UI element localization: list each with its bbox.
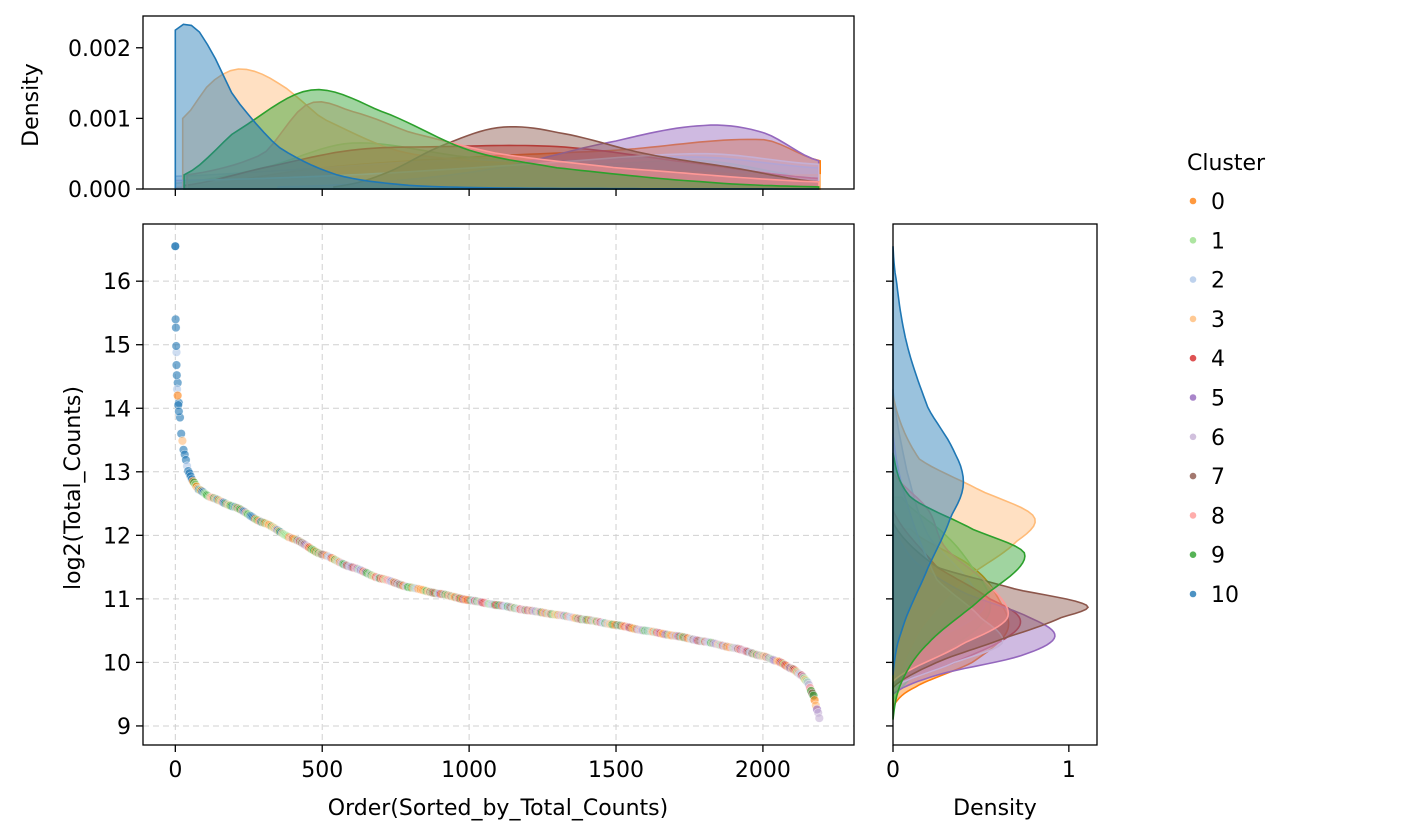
main-y-ticks: 9 10 11 12 13 14 15 16 [103, 270, 143, 740]
right-density-series-7 [892, 522, 1090, 690]
scatter-point [171, 341, 181, 351]
scatter-point [171, 323, 181, 333]
right-y-ticks [886, 280, 893, 727]
x-tick-label: 2000 [735, 758, 791, 783]
y-tick-label: 14 [103, 397, 131, 422]
right-density-frame [892, 223, 1098, 746]
legend-label-9: 9 [1211, 544, 1225, 569]
legend-marker-9 [1189, 551, 1197, 558]
y-tick-label: 11 [103, 588, 131, 613]
y-tick-label: 12 [103, 524, 131, 549]
scatter-point [171, 360, 181, 370]
y-tick-label: 9 [117, 715, 131, 740]
legend-marker-0 [1189, 197, 1197, 205]
top-density-frame [142, 15, 855, 190]
x-tick-label: 0 [168, 758, 182, 783]
main-ylabel: log2(Total_Counts) [61, 386, 86, 590]
top-y-tick-label: 0.000 [68, 178, 131, 203]
top-y-tick-label: 0.002 [68, 37, 131, 62]
scatter-point [173, 391, 183, 401]
top-density-series-8 [186, 100, 820, 190]
scatter-point [171, 314, 181, 324]
legend-label-5: 5 [1211, 387, 1225, 412]
right-density-series-8 [892, 471, 1010, 684]
scatter-points [170, 241, 824, 723]
y-tick-label: 13 [103, 461, 131, 486]
legend-marker-2 [1189, 276, 1197, 283]
legend-marker-1 [1189, 237, 1197, 244]
legend-label-3: 3 [1211, 308, 1225, 333]
main-scatter-frame [142, 223, 855, 746]
main-xlabel: Order(Sorted_by_Total_Counts) [328, 796, 668, 821]
legend-marker-5 [1189, 394, 1197, 401]
main-scatter-axes: 0 500 1000 1500 2000 9 10 11 12 13 14 15 16 Order(S… [61, 223, 855, 821]
legend-label-4: 4 [1211, 347, 1225, 372]
y-tick-label: 15 [103, 334, 131, 359]
legend-entries: 0 1 2 3 4 5 6 7 8 9 10 [1189, 190, 1239, 608]
main-x-ticks: 0 500 1000 1500 2000 [168, 745, 791, 783]
legend-label-1: 1 [1211, 229, 1225, 254]
top-density-series-9 [183, 88, 820, 190]
top-density-axes: 0.000 0.001 0.002 Density [19, 15, 855, 203]
top-density-series-3 [181, 68, 821, 190]
right-density-series [892, 246, 1090, 720]
scatter-point [177, 436, 187, 446]
legend-label-2: 2 [1211, 269, 1225, 294]
top-density-ylabel: Density [19, 63, 44, 147]
main-grid [143, 224, 854, 745]
scatter-point [170, 241, 180, 251]
top-density-series-6 [174, 152, 820, 190]
legend: Cluster 0 1 2 3 4 5 6 7 8 9 10 [1187, 151, 1266, 608]
scatter-point [174, 406, 184, 416]
legend-label-7: 7 [1211, 465, 1225, 490]
x-tick-label: 500 [301, 758, 343, 783]
legend-label-10: 10 [1211, 583, 1239, 608]
right-density-xlabel: Density [953, 796, 1037, 821]
top-density-series-0 [174, 138, 821, 190]
y-tick-label: 16 [103, 270, 131, 295]
right-density-series-9 [892, 452, 1026, 720]
right-x-tick-label: 0 [886, 758, 900, 783]
right-density-series-10 [892, 246, 965, 676]
scatter-point [814, 713, 824, 723]
right-density-series-3 [892, 395, 1036, 695]
top-y-ticks: 0.000 0.001 0.002 [68, 37, 143, 203]
y-tick-label: 10 [103, 651, 131, 676]
legend-marker-3 [1189, 315, 1197, 323]
x-tick-label: 1000 [441, 758, 497, 783]
legend-marker-7 [1189, 472, 1197, 480]
legend-marker-10 [1189, 590, 1197, 598]
top-x-ticks [174, 189, 764, 196]
right-density-series-5 [892, 522, 1056, 696]
legend-label-8: 8 [1211, 504, 1225, 529]
x-tick-label: 1500 [588, 758, 644, 783]
scatter-point [172, 370, 182, 380]
legend-marker-4 [1189, 354, 1197, 362]
top-y-tick-label: 0.001 [68, 107, 131, 132]
legend-title: Cluster [1187, 151, 1266, 176]
legend-label-6: 6 [1211, 426, 1225, 451]
right-x-tick-label: 1 [1062, 758, 1076, 783]
legend-label-0: 0 [1211, 190, 1225, 215]
top-density-series-2 [174, 156, 820, 190]
legend-marker-8 [1189, 512, 1197, 519]
top-density-series [174, 23, 821, 190]
legend-marker-6 [1189, 433, 1197, 441]
